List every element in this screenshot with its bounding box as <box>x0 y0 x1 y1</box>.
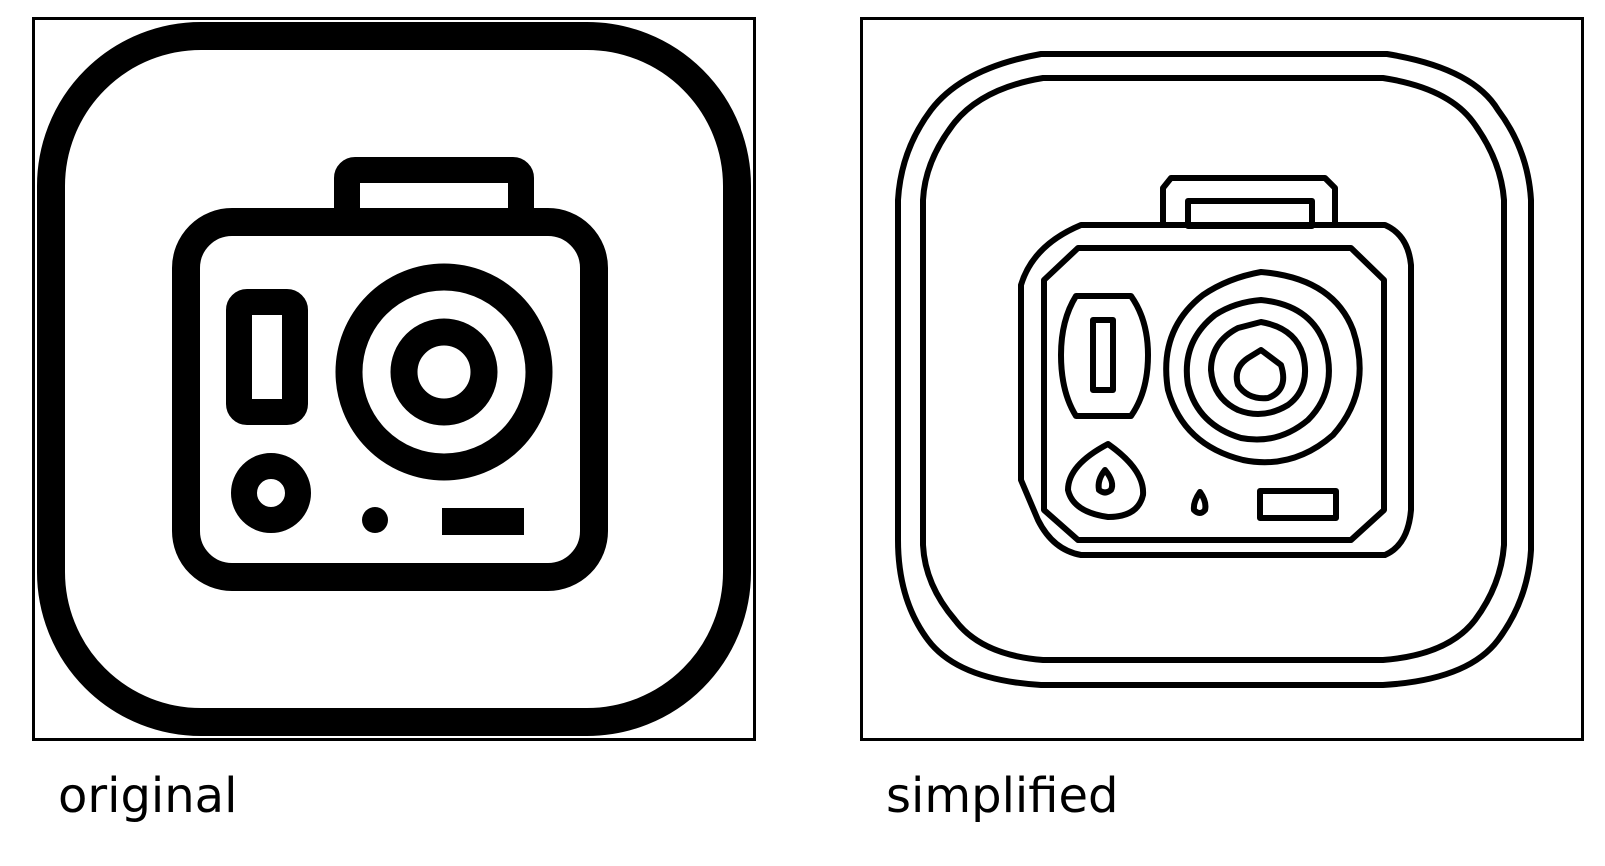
viewfinder <box>226 289 308 425</box>
action-camera-outline-icon <box>895 51 1534 688</box>
caption-simplified: simplified <box>886 768 1119 824</box>
slot-outline <box>1257 488 1339 521</box>
round-button-inner <box>1095 467 1116 496</box>
lens-ring-1 <box>1163 269 1363 466</box>
indicator-dot <box>362 507 388 533</box>
lens-ring-4 <box>1233 347 1287 402</box>
action-camera-icon <box>37 22 751 736</box>
frame-inner-contour <box>920 75 1507 663</box>
lens-ring-3 <box>1208 319 1309 417</box>
round-button-outer <box>1065 441 1147 520</box>
lens-outer-ring <box>335 263 553 481</box>
lens-ring-2 <box>1183 297 1332 443</box>
viewfinder-outer <box>1058 293 1151 419</box>
round-button <box>231 453 311 533</box>
slot-bar <box>442 508 524 535</box>
body-inner-contour <box>1041 245 1387 543</box>
frame-rounded-square <box>37 22 751 736</box>
simplified-panel <box>860 17 1584 741</box>
original-panel <box>32 17 756 741</box>
body-outer-contour <box>1018 222 1414 558</box>
caption-original: original <box>58 768 238 824</box>
frame-outer-contour <box>895 51 1534 688</box>
viewfinder-inner <box>1090 317 1116 393</box>
lens-inner-ring <box>390 318 498 426</box>
indicator-dot-outline <box>1190 489 1209 516</box>
